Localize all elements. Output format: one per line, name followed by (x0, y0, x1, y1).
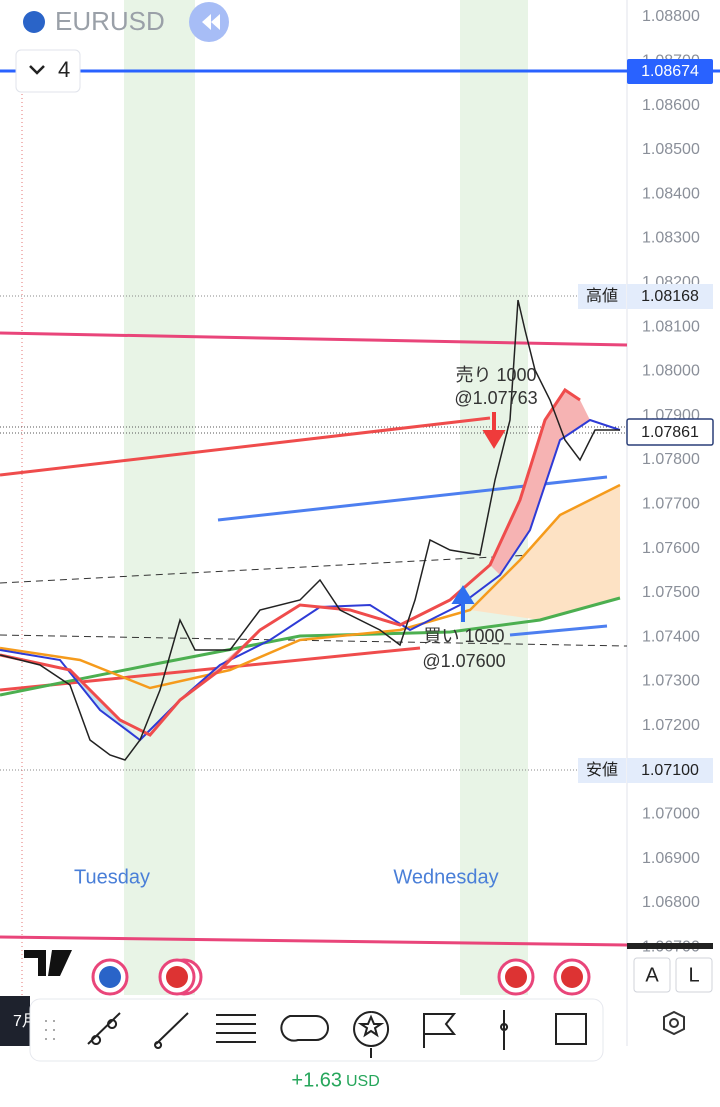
price-tick-label: 1.08100 (642, 318, 700, 335)
flag-us (505, 966, 527, 988)
price-tick-label: 1.07400 (642, 628, 700, 645)
price-tag (626, 418, 714, 446)
moving-average (0, 418, 621, 742)
trend-line (217, 475, 608, 522)
tool-annotation[interactable] (353, 1011, 390, 1058)
price-tick-label: 1.07600 (642, 540, 700, 557)
moving-average (0, 387, 581, 737)
price-tick-label: 1.07200 (642, 717, 700, 734)
sell-label: 売り 1000 (455, 365, 536, 385)
high-price: 1.08168 (641, 288, 699, 305)
auto-button[interactable] (633, 957, 671, 993)
moving-average (0, 483, 621, 690)
trend-line (0, 331, 628, 347)
moving-average (0, 596, 621, 697)
price-tick-label: 1.07700 (642, 496, 700, 513)
trend-line (0, 935, 628, 947)
tool-shape[interactable] (280, 1015, 329, 1042)
tool-rect[interactable] (555, 1013, 587, 1045)
sell-arrow (482, 412, 506, 449)
flag-us (166, 966, 188, 988)
price-tick-label: 1.08800 (642, 8, 700, 25)
price-tick-label: 1.08600 (642, 97, 700, 114)
flag-eu (99, 966, 121, 988)
tool-trend[interactable] (87, 1012, 121, 1045)
pnl: +1.63 (291, 1069, 342, 1091)
tag (578, 758, 626, 783)
session-band (460, 0, 528, 995)
chevron (29, 65, 45, 75)
price-tick-label: 1.08400 (642, 185, 700, 202)
channel-line (0, 634, 628, 647)
buy-price: @1.07600 (422, 651, 505, 671)
tool-fib[interactable] (216, 1014, 256, 1043)
current-price: 1.07861 (641, 424, 699, 441)
price-tick-label: 1.08000 (642, 363, 700, 380)
price-tick-label: 1.07500 (642, 584, 700, 601)
drawing-toolbar (29, 998, 604, 1062)
toolbar-icons (45, 1010, 587, 1058)
low-price: 1.07100 (641, 762, 699, 779)
interval: 4 (58, 57, 70, 82)
time-tag (0, 996, 30, 1046)
price-tick-label: 1.08300 (642, 230, 700, 247)
line-price: 1.08674 (641, 63, 699, 80)
high-label: 高値 (586, 287, 618, 305)
replay-icon (202, 14, 220, 30)
currency: USD (346, 1073, 380, 1090)
day-label: Tuesday (74, 866, 150, 888)
trend-line (0, 646, 421, 692)
event-flags (91, 958, 591, 996)
button-label: L (688, 964, 699, 986)
symbol[interactable]: EURUSD (55, 6, 165, 36)
tag (627, 758, 713, 783)
tool-line[interactable] (154, 1012, 189, 1049)
interval-button[interactable] (15, 49, 81, 93)
tool-flag[interactable] (423, 1013, 457, 1048)
price-tick-label: 1.06800 (642, 894, 700, 911)
session-band (124, 0, 195, 995)
settings-icon (669, 1018, 679, 1028)
log-button[interactable] (675, 957, 713, 993)
flag-us (561, 966, 583, 988)
tag (627, 284, 713, 309)
price-tick-label: 1.07300 (642, 673, 700, 690)
cloud (470, 485, 620, 620)
day-label: Wednesday (393, 866, 498, 888)
drag-handle[interactable] (45, 1020, 55, 1040)
trend-line (509, 624, 608, 637)
buy-label: 買い 1000 (423, 626, 504, 646)
buy-arrow (451, 585, 475, 622)
tag (578, 284, 626, 309)
price-tick-label: 1.06900 (642, 850, 700, 867)
symbol-icon (23, 11, 45, 33)
tool-vertical[interactable] (500, 1010, 509, 1050)
price-axis: 1.088001.087001.086001.085001.084001.083… (642, 8, 700, 955)
price-tick-label: 1.08500 (642, 141, 700, 158)
button-label: A (645, 964, 659, 986)
low-label: 安値 (586, 761, 618, 779)
price-tick-label: 1.07000 (642, 806, 700, 823)
logo (24, 950, 72, 976)
trend-line (0, 416, 491, 477)
tag (627, 943, 713, 949)
price-series (0, 299, 620, 761)
sell-price: @1.07763 (454, 388, 537, 408)
price-tag (627, 59, 713, 84)
price-tick-label: 1.07800 (642, 451, 700, 468)
settings-icon[interactable] (663, 1010, 685, 1036)
